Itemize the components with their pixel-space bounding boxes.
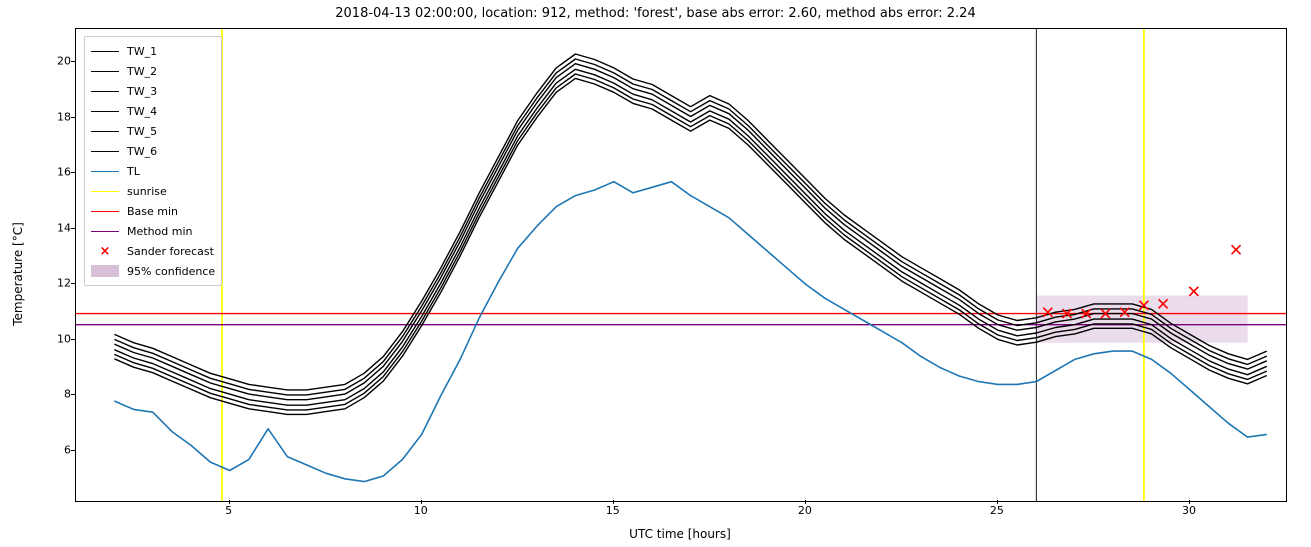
legend-item: Method min — [91, 221, 215, 241]
legend-label: Sander forecast — [127, 245, 214, 258]
y-tick-label: 18 — [31, 110, 71, 123]
legend-label: Method min — [127, 225, 193, 238]
x-tick-mark — [1189, 500, 1190, 504]
y-tick-mark — [71, 339, 75, 340]
sander-point — [1232, 245, 1241, 254]
tw-series-2 — [114, 59, 1266, 395]
x-tick-label: 5 — [225, 504, 232, 517]
tw-series-4 — [114, 69, 1266, 405]
y-tick-mark — [71, 117, 75, 118]
legend-label: TW_3 — [127, 85, 157, 98]
legend-swatch — [91, 164, 119, 178]
legend-label: TW_1 — [127, 45, 157, 58]
legend-swatch — [91, 124, 119, 138]
legend-label: TL — [127, 165, 140, 178]
x-axis-label: UTC time [hours] — [75, 527, 1285, 541]
plot-area — [75, 28, 1287, 502]
x-tick-mark — [997, 500, 998, 504]
chart-container: 2018-04-13 02:00:00, location: 912, meth… — [0, 0, 1311, 547]
legend-swatch — [91, 184, 119, 198]
y-tick-label: 14 — [31, 221, 71, 234]
tw-series-5 — [114, 74, 1266, 410]
y-tick-mark — [71, 61, 75, 62]
x-tick-label: 30 — [1182, 504, 1196, 517]
y-tick-mark — [71, 228, 75, 229]
y-tick-mark — [71, 283, 75, 284]
legend-item: TW_1 — [91, 41, 215, 61]
y-tick-label: 6 — [31, 444, 71, 457]
legend-label: 95% confidence — [127, 265, 215, 278]
legend-swatch — [91, 44, 119, 58]
legend-swatch: × — [91, 244, 119, 258]
x-tick-label: 20 — [798, 504, 812, 517]
x-tick-mark — [229, 500, 230, 504]
legend-label: TW_5 — [127, 125, 157, 138]
x-tick-mark — [805, 500, 806, 504]
legend-label: Base min — [127, 205, 178, 218]
plot-svg — [76, 29, 1286, 501]
legend-swatch — [91, 104, 119, 118]
y-tick-mark — [71, 394, 75, 395]
legend-item: TW_2 — [91, 61, 215, 81]
legend-label: TW_2 — [127, 65, 157, 78]
legend-swatch — [91, 264, 119, 278]
tw-series-6 — [114, 78, 1266, 414]
legend-swatch — [91, 64, 119, 78]
legend-item: × Sander forecast — [91, 241, 215, 261]
legend-item: TW_5 — [91, 121, 215, 141]
legend-swatch — [91, 84, 119, 98]
x-tick-label: 25 — [990, 504, 1004, 517]
x-tick-label: 15 — [606, 504, 620, 517]
legend-item: TW_4 — [91, 101, 215, 121]
legend-item: 95% confidence — [91, 261, 215, 281]
legend: TW_1 TW_2 TW_3 TW_4 TW_5 TW_6 TL sunrise Base mi… — [84, 36, 222, 286]
x-tick-mark — [613, 500, 614, 504]
y-axis-label-wrap: Temperature [°C] — [8, 0, 28, 547]
legend-item: TW_6 — [91, 141, 215, 161]
legend-item: Base min — [91, 201, 215, 221]
legend-item: TL — [91, 161, 215, 181]
legend-swatch — [91, 224, 119, 238]
legend-swatch — [91, 204, 119, 218]
y-tick-label: 8 — [31, 388, 71, 401]
legend-label: TW_6 — [127, 145, 157, 158]
chart-title: 2018-04-13 02:00:00, location: 912, meth… — [0, 6, 1311, 21]
y-tick-mark — [71, 172, 75, 173]
y-tick-mark — [71, 450, 75, 451]
y-tick-label: 20 — [31, 55, 71, 68]
legend-label: TW_4 — [127, 105, 157, 118]
legend-item: sunrise — [91, 181, 215, 201]
legend-swatch — [91, 144, 119, 158]
legend-item: TW_3 — [91, 81, 215, 101]
y-tick-label: 10 — [31, 332, 71, 345]
tw-series-3 — [114, 64, 1266, 400]
legend-label: sunrise — [127, 185, 167, 198]
y-tick-label: 16 — [31, 166, 71, 179]
sander-point — [1189, 287, 1198, 296]
y-tick-label: 12 — [31, 277, 71, 290]
x-tick-label: 10 — [414, 504, 428, 517]
y-axis-label: Temperature [°C] — [11, 222, 25, 326]
x-tick-mark — [421, 500, 422, 504]
